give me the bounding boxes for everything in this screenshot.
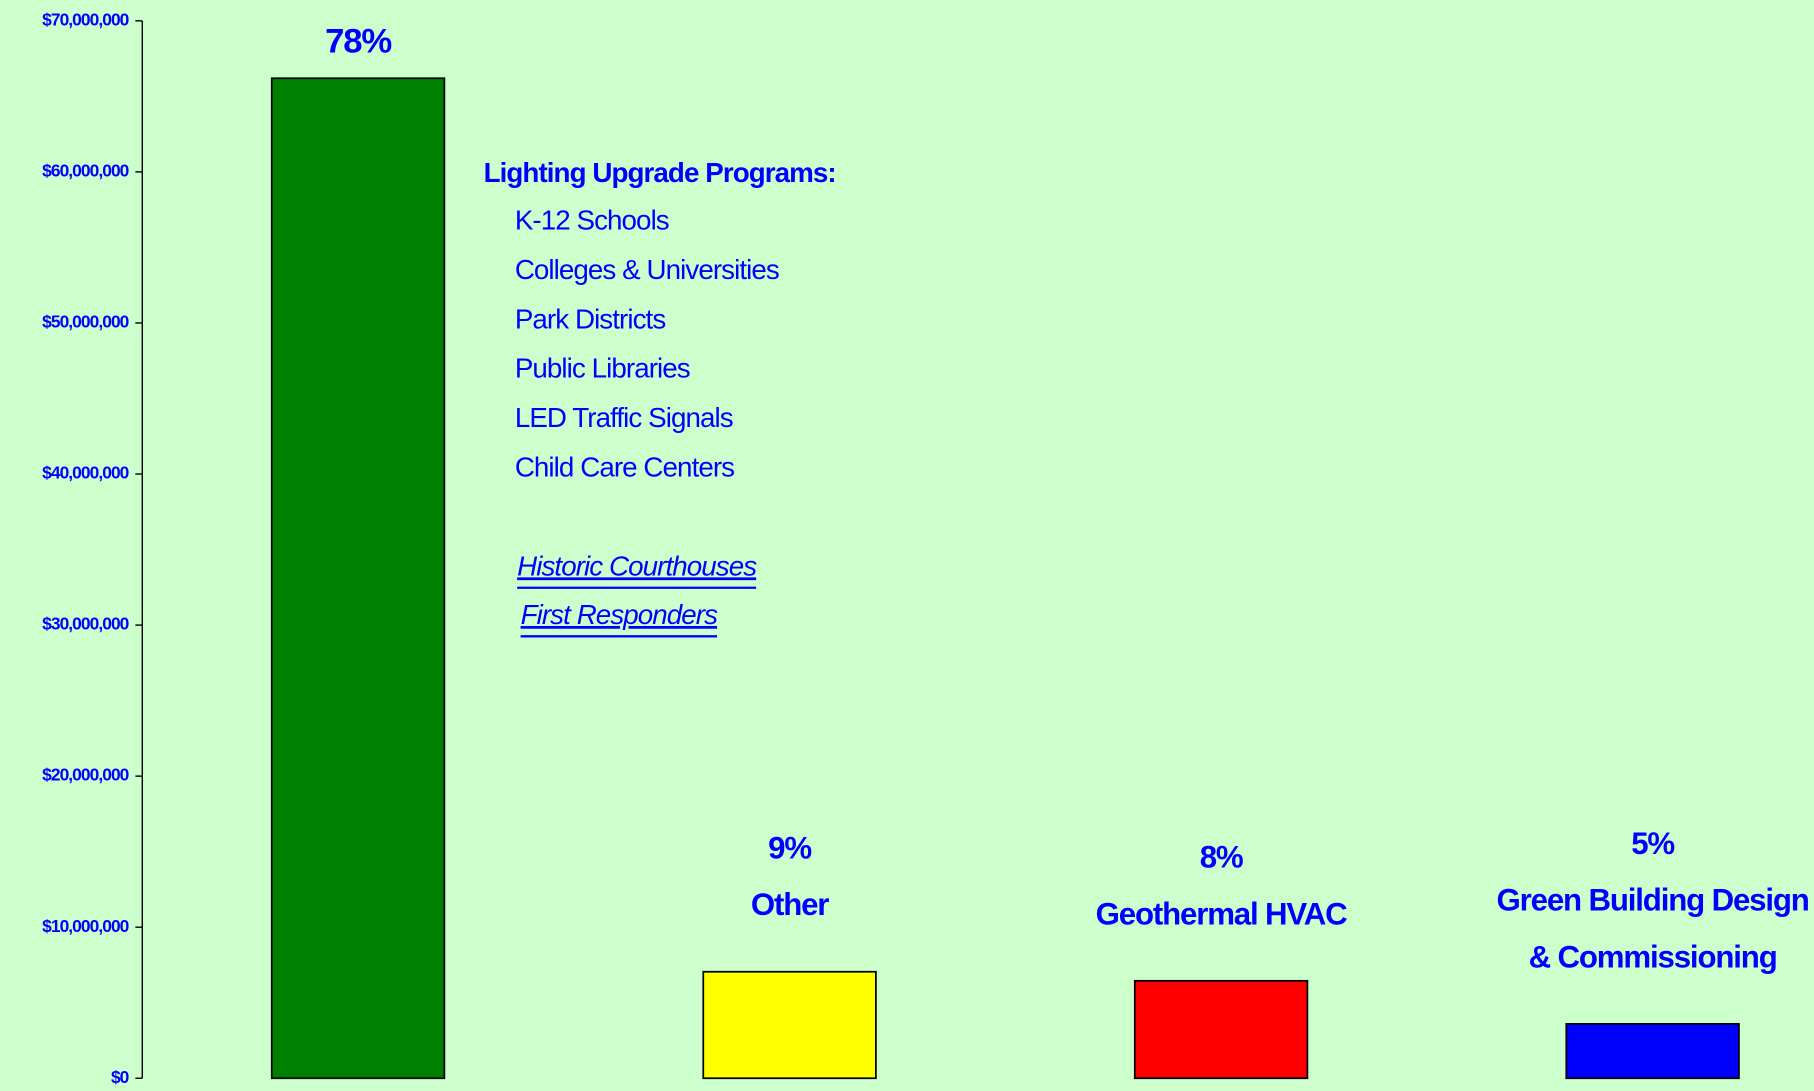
annotation-item: LED Traffic Signals [515, 402, 733, 433]
annotation-item: Child Care Centers [515, 451, 734, 482]
annotation-link: Historic Courthouses [517, 550, 757, 581]
category-label: Other [751, 887, 829, 922]
annotation-item: Colleges & Universities [515, 254, 779, 285]
percent-label: 78% [325, 23, 391, 61]
annotation-link: First Responders [521, 599, 719, 630]
y-tick-label: $0 [111, 1067, 129, 1087]
y-tick-label: $20,000,000 [42, 765, 129, 785]
bar [702, 970, 877, 1080]
percent-label: 5% [1631, 826, 1674, 861]
y-tick-label: $70,000,000 [42, 9, 129, 29]
bar [1565, 1022, 1740, 1080]
y-tick-label: $30,000,000 [42, 614, 129, 634]
annotation-item: Park Districts [515, 303, 666, 334]
y-tick-label: $10,000,000 [42, 916, 129, 936]
category-label: Green Building Design [1497, 883, 1809, 918]
percent-label: 9% [768, 831, 811, 866]
bar [1133, 979, 1309, 1080]
y-tick-label: $60,000,000 [42, 160, 129, 180]
category-label: Geothermal HVAC [1096, 896, 1348, 931]
percent-label: 8% [1200, 840, 1243, 875]
annotation-item: Public Libraries [515, 353, 690, 384]
bar [270, 77, 446, 1080]
annotation-heading: Lighting Upgrade Programs: [484, 157, 836, 188]
annotation-item: K-12 Schools [515, 204, 669, 235]
y-tick-label: $50,000,000 [42, 312, 129, 332]
category-label: & Commissioning [1529, 939, 1777, 974]
y-tick-label: $40,000,000 [42, 463, 129, 483]
